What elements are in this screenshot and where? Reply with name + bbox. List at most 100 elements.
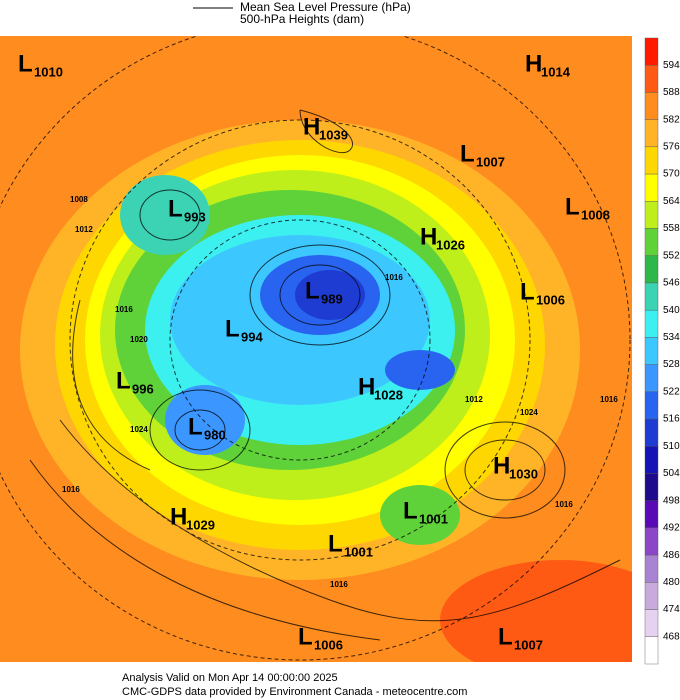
colorbar-label: 528 [663, 359, 680, 370]
center-value: 1028 [374, 387, 403, 402]
center-kind: L [168, 195, 183, 222]
colorbar-swatch [644, 364, 659, 393]
center-kind: L [225, 315, 240, 342]
colorbar-label: 492 [663, 523, 680, 534]
isobar-label: 1016 [62, 485, 80, 494]
center-kind: L [328, 530, 343, 557]
isobar-label: 1024 [130, 425, 148, 434]
center-value: 1029 [186, 517, 215, 532]
center-kind: L [298, 623, 313, 650]
legend-text: Mean Sea Level Pressure (hPa) [240, 0, 411, 14]
colorbar-swatch [644, 391, 659, 420]
colorbar-label: 546 [663, 278, 680, 289]
isobar-label: 1016 [115, 305, 133, 314]
center-kind: L [305, 277, 320, 304]
center-value: 1007 [476, 154, 505, 169]
center-kind: L [565, 193, 580, 220]
center-kind: L [116, 367, 131, 394]
colorbar-label: 558 [663, 223, 680, 234]
colorbar-swatch [644, 92, 659, 120]
isobar-label: 1016 [555, 500, 573, 509]
colorbar-swatch [644, 37, 659, 66]
colorbar-swatch [644, 146, 659, 175]
colorbar-swatch [644, 337, 659, 365]
colorbar-label: 534 [663, 332, 680, 343]
center-kind: L [188, 413, 203, 440]
center-value: 993 [184, 209, 206, 224]
colorbar-label: 552 [663, 250, 680, 261]
colorbar-swatch [644, 446, 659, 474]
colorbar-label: 510 [663, 441, 680, 452]
colorbar-swatch [644, 473, 659, 501]
footer-text: CMC-GDPS data provided by Environment Ca… [122, 686, 467, 698]
isobar-label: 1016 [330, 580, 348, 589]
map-field [0, 36, 632, 662]
center-kind: L [520, 278, 535, 305]
colorbar-label: 588 [663, 87, 680, 98]
colorbar-label: 480 [663, 577, 680, 588]
center-kind: H [493, 452, 510, 479]
center-value: 1006 [314, 637, 343, 652]
colorbar-label: 582 [663, 114, 680, 125]
center-value: 1008 [581, 207, 610, 222]
center-kind: L [460, 140, 475, 167]
colorbar-swatch [644, 228, 659, 256]
center-kind: H [420, 223, 437, 250]
center-kind: H [358, 373, 375, 400]
center-value: 996 [132, 381, 154, 396]
center-value: 1014 [541, 64, 571, 79]
center-value: 980 [204, 427, 226, 442]
footer-text: Analysis Valid on Mon Apr 14 00:00:00 20… [122, 672, 338, 684]
center-value: 1006 [536, 292, 565, 307]
colorbar-label: 504 [663, 468, 680, 479]
colorbar-label: 570 [663, 169, 680, 180]
colorbar-swatch [644, 527, 659, 556]
center-kind: L [18, 50, 33, 77]
colorbar-label: 594 [663, 60, 680, 71]
isobar-label: 1008 [70, 195, 88, 204]
center-kind: L [403, 497, 418, 524]
center-kind: H [170, 503, 187, 530]
colorbar-swatch [644, 609, 659, 637]
center-value: 1001 [419, 511, 448, 526]
center-value: 1026 [436, 237, 465, 252]
center-value: 1010 [34, 64, 63, 79]
isobar-label: 1020 [130, 335, 148, 344]
colorbar-swatch [644, 500, 659, 529]
colorbar-swatch [644, 119, 659, 148]
colorbar-swatch [644, 636, 659, 665]
colorbar-label: 576 [663, 142, 680, 153]
center-value: 1007 [514, 637, 543, 652]
center-value: 1039 [319, 127, 348, 142]
isobar-label: 1024 [520, 408, 538, 417]
center-value: 1001 [344, 544, 373, 559]
colorbar-swatch [644, 554, 659, 583]
colorbar-swatch [644, 418, 659, 447]
colorbar-swatch [644, 282, 659, 311]
center-kind: L [498, 623, 513, 650]
center-value: 1030 [509, 466, 538, 481]
isobar-label: 1012 [75, 225, 93, 234]
colorbar-swatch [644, 173, 659, 202]
colorbar-swatch [644, 582, 659, 610]
colorbar-swatch [644, 65, 659, 93]
colorbar-label: 522 [663, 386, 680, 397]
colorbar-label: 468 [663, 631, 680, 642]
colorbar-label: 474 [663, 604, 680, 615]
center-kind: H [303, 113, 320, 140]
isobar-label: 1016 [600, 395, 618, 404]
colorbar-label: 540 [663, 305, 680, 316]
colorbar-swatch [644, 255, 659, 284]
colorbar-label: 564 [663, 196, 680, 207]
center-value: 994 [241, 329, 263, 344]
colorbar-label: 486 [663, 550, 680, 561]
legend-text: 500-hPa Heights (dam) [240, 12, 364, 26]
isobar-label: 1016 [385, 273, 403, 282]
colorbar-label: 516 [663, 414, 680, 425]
colorbar-swatch [644, 309, 659, 338]
colorbar-label: 498 [663, 495, 680, 506]
colorbar-swatch [644, 201, 659, 229]
center-kind: H [525, 50, 542, 77]
center-value: 989 [321, 291, 343, 306]
